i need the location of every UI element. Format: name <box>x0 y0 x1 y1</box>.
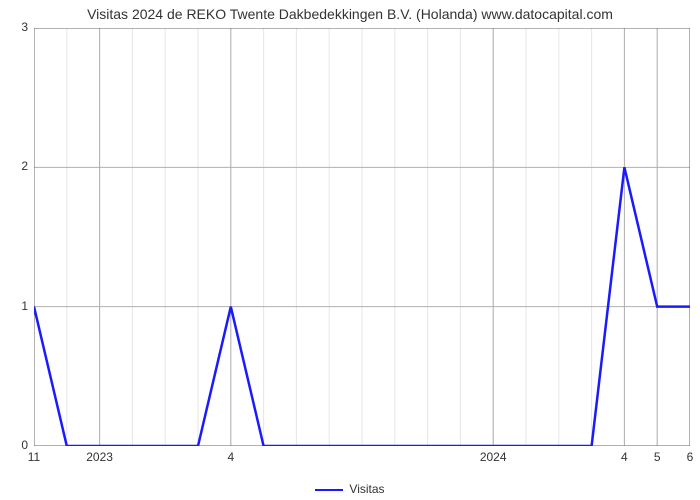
x-tick-label: 11 <box>28 450 40 464</box>
y-tick-label: 2 <box>8 159 28 173</box>
x-tick-label: 4 <box>227 450 234 464</box>
chart-container: Visitas 2024 de REKO Twente Dakbedekking… <box>0 0 700 500</box>
chart-title: Visitas 2024 de REKO Twente Dakbedekking… <box>0 6 700 22</box>
x-tick-label: 6 <box>687 450 694 464</box>
chart-plot <box>34 28 690 446</box>
x-tick-label: 5 <box>654 450 661 464</box>
y-tick-label: 1 <box>8 299 28 313</box>
legend-label: Visitas <box>349 482 384 496</box>
x-tick-label: 4 <box>621 450 628 464</box>
x-tick-label: 2023 <box>86 450 113 464</box>
chart-legend: Visitas <box>0 482 700 496</box>
y-tick-label: 3 <box>8 20 28 34</box>
y-tick-label: 0 <box>8 438 28 452</box>
legend-swatch <box>315 489 343 491</box>
x-tick-label: 2024 <box>480 450 507 464</box>
